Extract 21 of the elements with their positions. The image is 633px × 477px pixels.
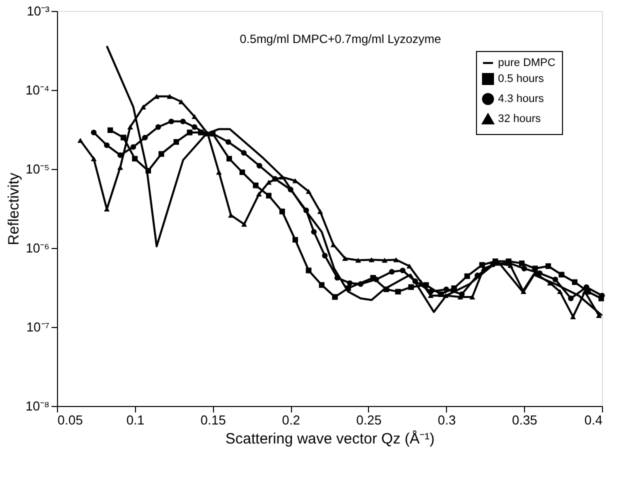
x-tick-label: 0.35: [512, 412, 538, 428]
x-tick-label: 0.3: [438, 412, 456, 428]
y-tick-label: 10⁻⁷: [26, 320, 50, 334]
y-tick-label: 10⁻⁴: [25, 82, 50, 98]
y-tick-label: 10⁻⁶: [26, 240, 50, 256]
annotation: 0.5mg/ml DMPC+0.7mg/ml Lyzozyme: [240, 32, 442, 46]
x-tick-label: 0.1: [126, 412, 144, 428]
y-tick-label: 10⁻⁸: [26, 398, 50, 414]
x-tick-label: 0.4: [584, 412, 602, 428]
x-tick-label: 0.15: [200, 412, 226, 428]
y-tick-label: 10⁻⁵: [26, 162, 50, 176]
x-tick-label: 0.2: [282, 412, 300, 428]
x-axis-title: Scattering wave vector Qz (Å⁻¹): [225, 430, 435, 448]
y-axis-title: Reflectivity: [5, 172, 22, 246]
legend-label: 32 hours: [498, 113, 542, 125]
legend-label: pure DMPC: [498, 57, 556, 69]
x-tick-label: 0.05: [58, 412, 83, 428]
legend-label: 0.5 hours: [498, 73, 544, 85]
y-tick-label: 10⁻³: [26, 4, 50, 18]
x-tick-label: 0.25: [356, 412, 382, 428]
legend-label: 4.3 hours: [498, 93, 544, 105]
